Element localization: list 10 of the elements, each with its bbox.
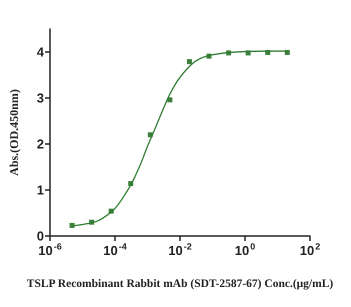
point xyxy=(186,59,192,64)
y-tick-label: 0 xyxy=(36,228,44,244)
y-tick-label: 1 xyxy=(36,182,44,198)
x-axis-title: TSLP Recombinant Rabbit mAb (SDT-2587-67) Conc.(μg/mL) xyxy=(26,278,334,290)
y-tick-label: 3 xyxy=(36,90,44,106)
point xyxy=(284,50,290,55)
y-tick-label: 4 xyxy=(36,44,45,60)
y-tick-label: 2 xyxy=(36,136,44,152)
point xyxy=(167,97,172,102)
y-axis-title: Abs.(OD.450nm) xyxy=(7,89,21,176)
